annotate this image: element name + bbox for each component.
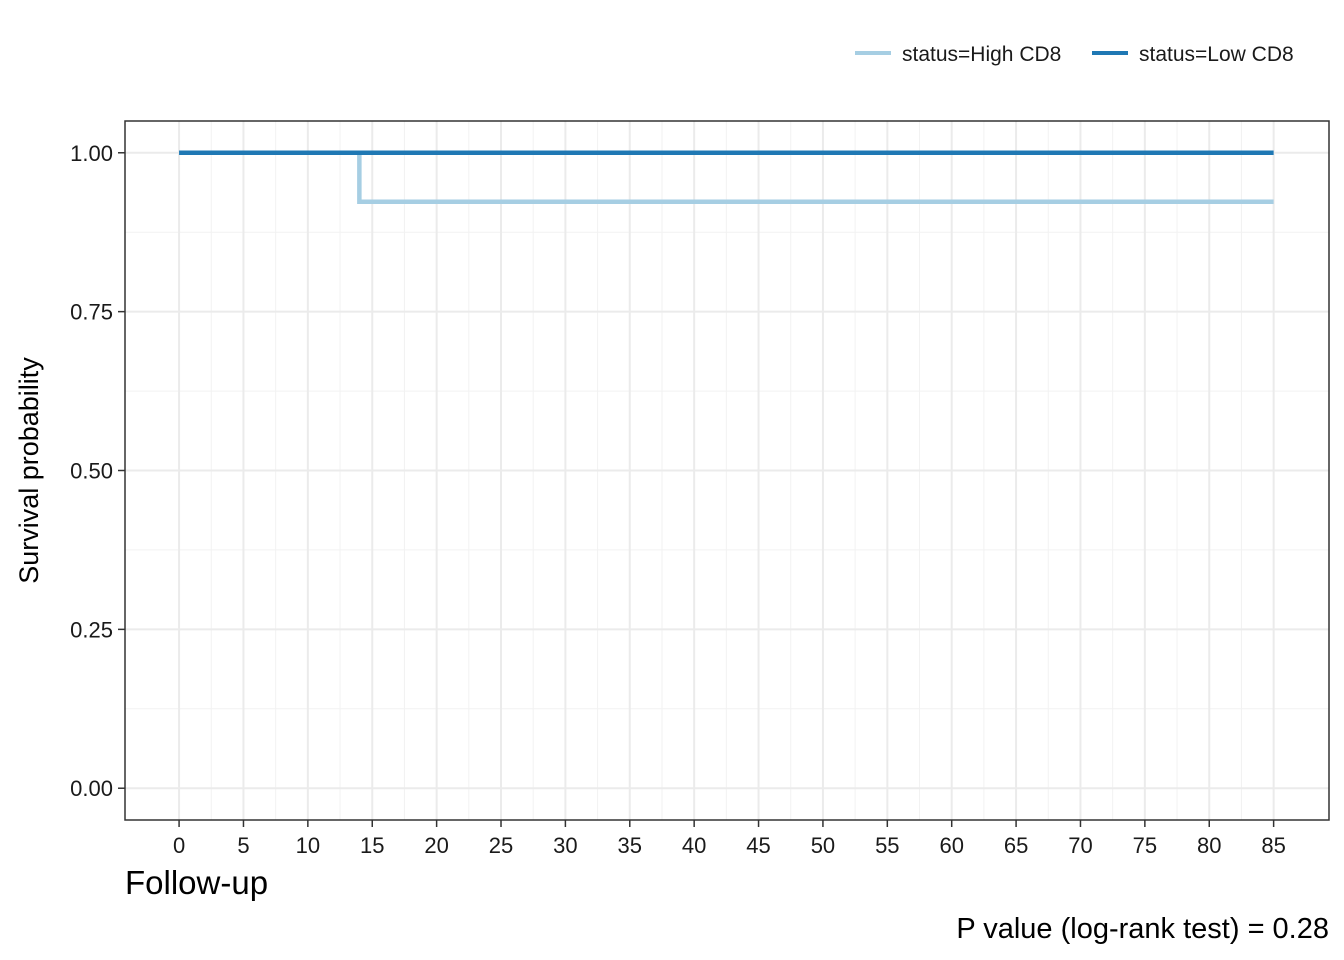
x-tick-label: 0 (173, 833, 185, 858)
y-tick-label: 0.75 (70, 300, 113, 325)
x-tick-label: 10 (296, 833, 320, 858)
x-tick-label: 25 (489, 833, 513, 858)
y-tick-label: 0.00 (70, 776, 113, 801)
x-tick-label: 40 (682, 833, 706, 858)
p-value-caption: P value (log-rank test) = 0.28 (956, 913, 1329, 945)
x-tick-label: 65 (1004, 833, 1028, 858)
axis-ticks: 0 5 10 15 20 25 30 35 40 45 50 55 60 65 70 75 80 85 0.00 0.… (70, 141, 1286, 858)
x-axis-label: Follow-up (125, 864, 268, 901)
x-tick-label: 55 (875, 833, 899, 858)
series-lines (179, 150, 1274, 204)
legend-label-low-cd8: status=Low CD8 (1139, 43, 1294, 66)
x-tick-label: 85 (1261, 833, 1285, 858)
x-tick-label: 60 (939, 833, 963, 858)
x-tick-label: 75 (1133, 833, 1157, 858)
grid-lines (125, 121, 1329, 820)
y-tick-label: 0.50 (70, 459, 113, 484)
x-tick-label: 30 (553, 833, 577, 858)
x-tick-label: 45 (746, 833, 770, 858)
x-tick-label: 80 (1197, 833, 1221, 858)
y-tick-label: 0.25 (70, 617, 113, 642)
x-tick-label: 15 (360, 833, 384, 858)
x-tick-label: 20 (424, 833, 448, 858)
legend-label-high-cd8: status=High CD8 (902, 43, 1061, 66)
x-tick-label: 70 (1068, 833, 1092, 858)
x-tick-label: 5 (237, 833, 249, 858)
y-tick-label: 1.00 (70, 141, 113, 166)
legend: status=High CD8 status=Low CD8 (855, 43, 1294, 66)
y-axis-label: Survival probability (14, 357, 44, 584)
x-tick-label: 50 (811, 833, 835, 858)
x-tick-label: 35 (618, 833, 642, 858)
